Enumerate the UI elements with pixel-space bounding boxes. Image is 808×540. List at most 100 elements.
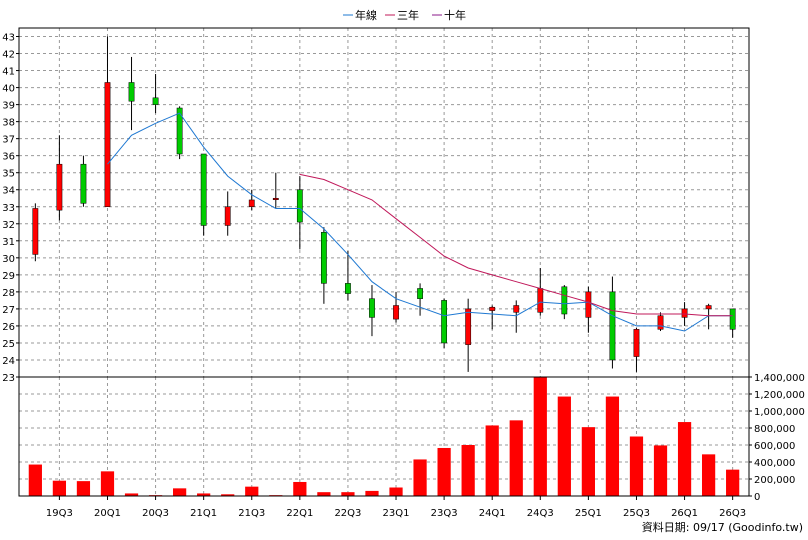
- volume-bar: [677, 422, 692, 496]
- price-axis: 23 24 25 26 27 28 29 30 31 32 33 34 35 36 37 38 39 40 41 42…: [2, 33, 19, 384]
- volume-bar: [124, 493, 139, 496]
- volume-bar: [221, 494, 235, 496]
- candle-body: [56, 163, 63, 211]
- price-tick-label: 36: [2, 152, 15, 163]
- volume-bar: [557, 396, 571, 496]
- candle-body: [513, 305, 520, 313]
- quarter-tick-label: 22Q3: [334, 508, 361, 519]
- volume-bar: [629, 436, 644, 496]
- quarter-tick-label: 23Q3: [431, 508, 458, 519]
- candle-body: [705, 305, 712, 310]
- candle-body: [417, 288, 423, 299]
- volume-bar: [413, 459, 427, 496]
- quarter-axis: 19Q3 20Q1 20Q3 21Q1 21Q3 22Q1 22Q3 23Q1 23Q3 24Q1…: [46, 496, 746, 519]
- price-tick-label: 37: [2, 135, 15, 146]
- quarter-tick-label: 25Q3: [623, 508, 650, 519]
- candle-body: [369, 298, 375, 318]
- price-tick-label: 40: [2, 84, 15, 95]
- legend: 年線 三年 十年: [343, 8, 466, 22]
- candle-body: [176, 107, 183, 155]
- candle-body: [104, 82, 111, 208]
- volume-tick-label: 0: [754, 492, 760, 503]
- price-tick-label: 38: [2, 118, 15, 129]
- price-panel-frame: [18, 27, 750, 378]
- candle-body: [657, 315, 664, 330]
- quarter-tick-label: 25Q1: [575, 508, 602, 519]
- price-tick-label: 41: [2, 67, 15, 78]
- volume-bar: [341, 492, 355, 496]
- volume-bar: [317, 492, 331, 496]
- candle-body: [633, 329, 640, 357]
- price-grid: [19, 28, 749, 378]
- quarter-tick-label: 21Q3: [238, 508, 265, 519]
- quarter-tick-label: 24Q3: [527, 508, 554, 519]
- volume-bar: [726, 469, 740, 496]
- candle-body: [537, 288, 544, 313]
- volume-bar: [197, 493, 211, 496]
- quarter-tick-label: 19Q3: [46, 508, 73, 519]
- candle-body: [345, 283, 351, 294]
- volume-bar: [245, 486, 259, 496]
- volume-bar: [28, 464, 42, 496]
- volume-tick-label: 400,000: [754, 458, 795, 469]
- candle-body: [200, 153, 207, 226]
- volume-bar: [76, 481, 91, 496]
- volume-bar: [365, 490, 379, 496]
- candle-body: [272, 197, 279, 200]
- moving-average-lines: [107, 112, 733, 332]
- quarter-tick-label: 23Q1: [383, 508, 410, 519]
- volume-bar: [461, 445, 475, 496]
- volume-bar: [485, 425, 499, 496]
- price-tick-label: 39: [2, 101, 15, 112]
- quarter-tick-label: 21Q1: [190, 508, 217, 519]
- price-tick-label: 29: [2, 271, 15, 282]
- price-tick-label: 43: [2, 33, 15, 44]
- price-tick-label: 26: [2, 322, 15, 333]
- quarter-tick-label: 24Q1: [479, 508, 506, 519]
- price-tick-label: 42: [2, 50, 15, 61]
- volume-bar: [581, 427, 595, 496]
- candle-body: [80, 163, 87, 204]
- quarter-tick-label: 26Q1: [671, 508, 698, 519]
- price-tick-label: 24: [2, 356, 15, 367]
- volume-bar: [533, 377, 547, 496]
- price-tick-label: 23: [2, 373, 15, 384]
- volume-bar: [653, 445, 668, 496]
- price-tick-label: 28: [2, 288, 15, 299]
- candlesticks: [32, 36, 736, 372]
- candle-body: [489, 306, 496, 311]
- volume-tick-label: 1,400,000: [754, 373, 805, 384]
- candle-body: [320, 232, 327, 284]
- candle-body: [441, 300, 448, 344]
- ma-3year-line: [299, 173, 733, 317]
- volume-tick-label: 200,000: [754, 475, 795, 486]
- candle-body: [128, 82, 135, 102]
- volume-bar: [293, 481, 307, 496]
- price-tick-label: 25: [2, 339, 15, 350]
- volume-bar: [389, 487, 403, 496]
- volume-panel-frame: [18, 376, 750, 497]
- price-tick-label: 34: [2, 186, 15, 197]
- volume-bar: [173, 488, 187, 496]
- volume-tick-label: 600,000: [754, 441, 795, 452]
- legend-label-year: 年線: [355, 8, 377, 22]
- price-tick-label: 33: [2, 203, 15, 214]
- price-tick-label: 27: [2, 305, 15, 316]
- candle-body: [465, 308, 472, 345]
- volume-bar: [701, 454, 716, 496]
- data-source-footer: 資料日期: 09/17 (Goodinfo.tw): [642, 520, 803, 534]
- candle-body: [393, 305, 399, 320]
- ma-year-line: [107, 112, 733, 332]
- candle-body: [609, 291, 616, 361]
- quarter-tick-label: 20Q1: [94, 508, 121, 519]
- legend-label-3year: 三年: [397, 8, 419, 22]
- price-tick-label: 30: [2, 254, 15, 265]
- candle-body: [561, 286, 568, 315]
- volume-bar: [509, 420, 523, 496]
- candle-body: [32, 208, 39, 255]
- candle-body: [224, 206, 231, 226]
- candle-body: [681, 308, 688, 318]
- quarter-tick-label: 22Q1: [286, 508, 313, 519]
- price-tick-label: 31: [2, 237, 15, 248]
